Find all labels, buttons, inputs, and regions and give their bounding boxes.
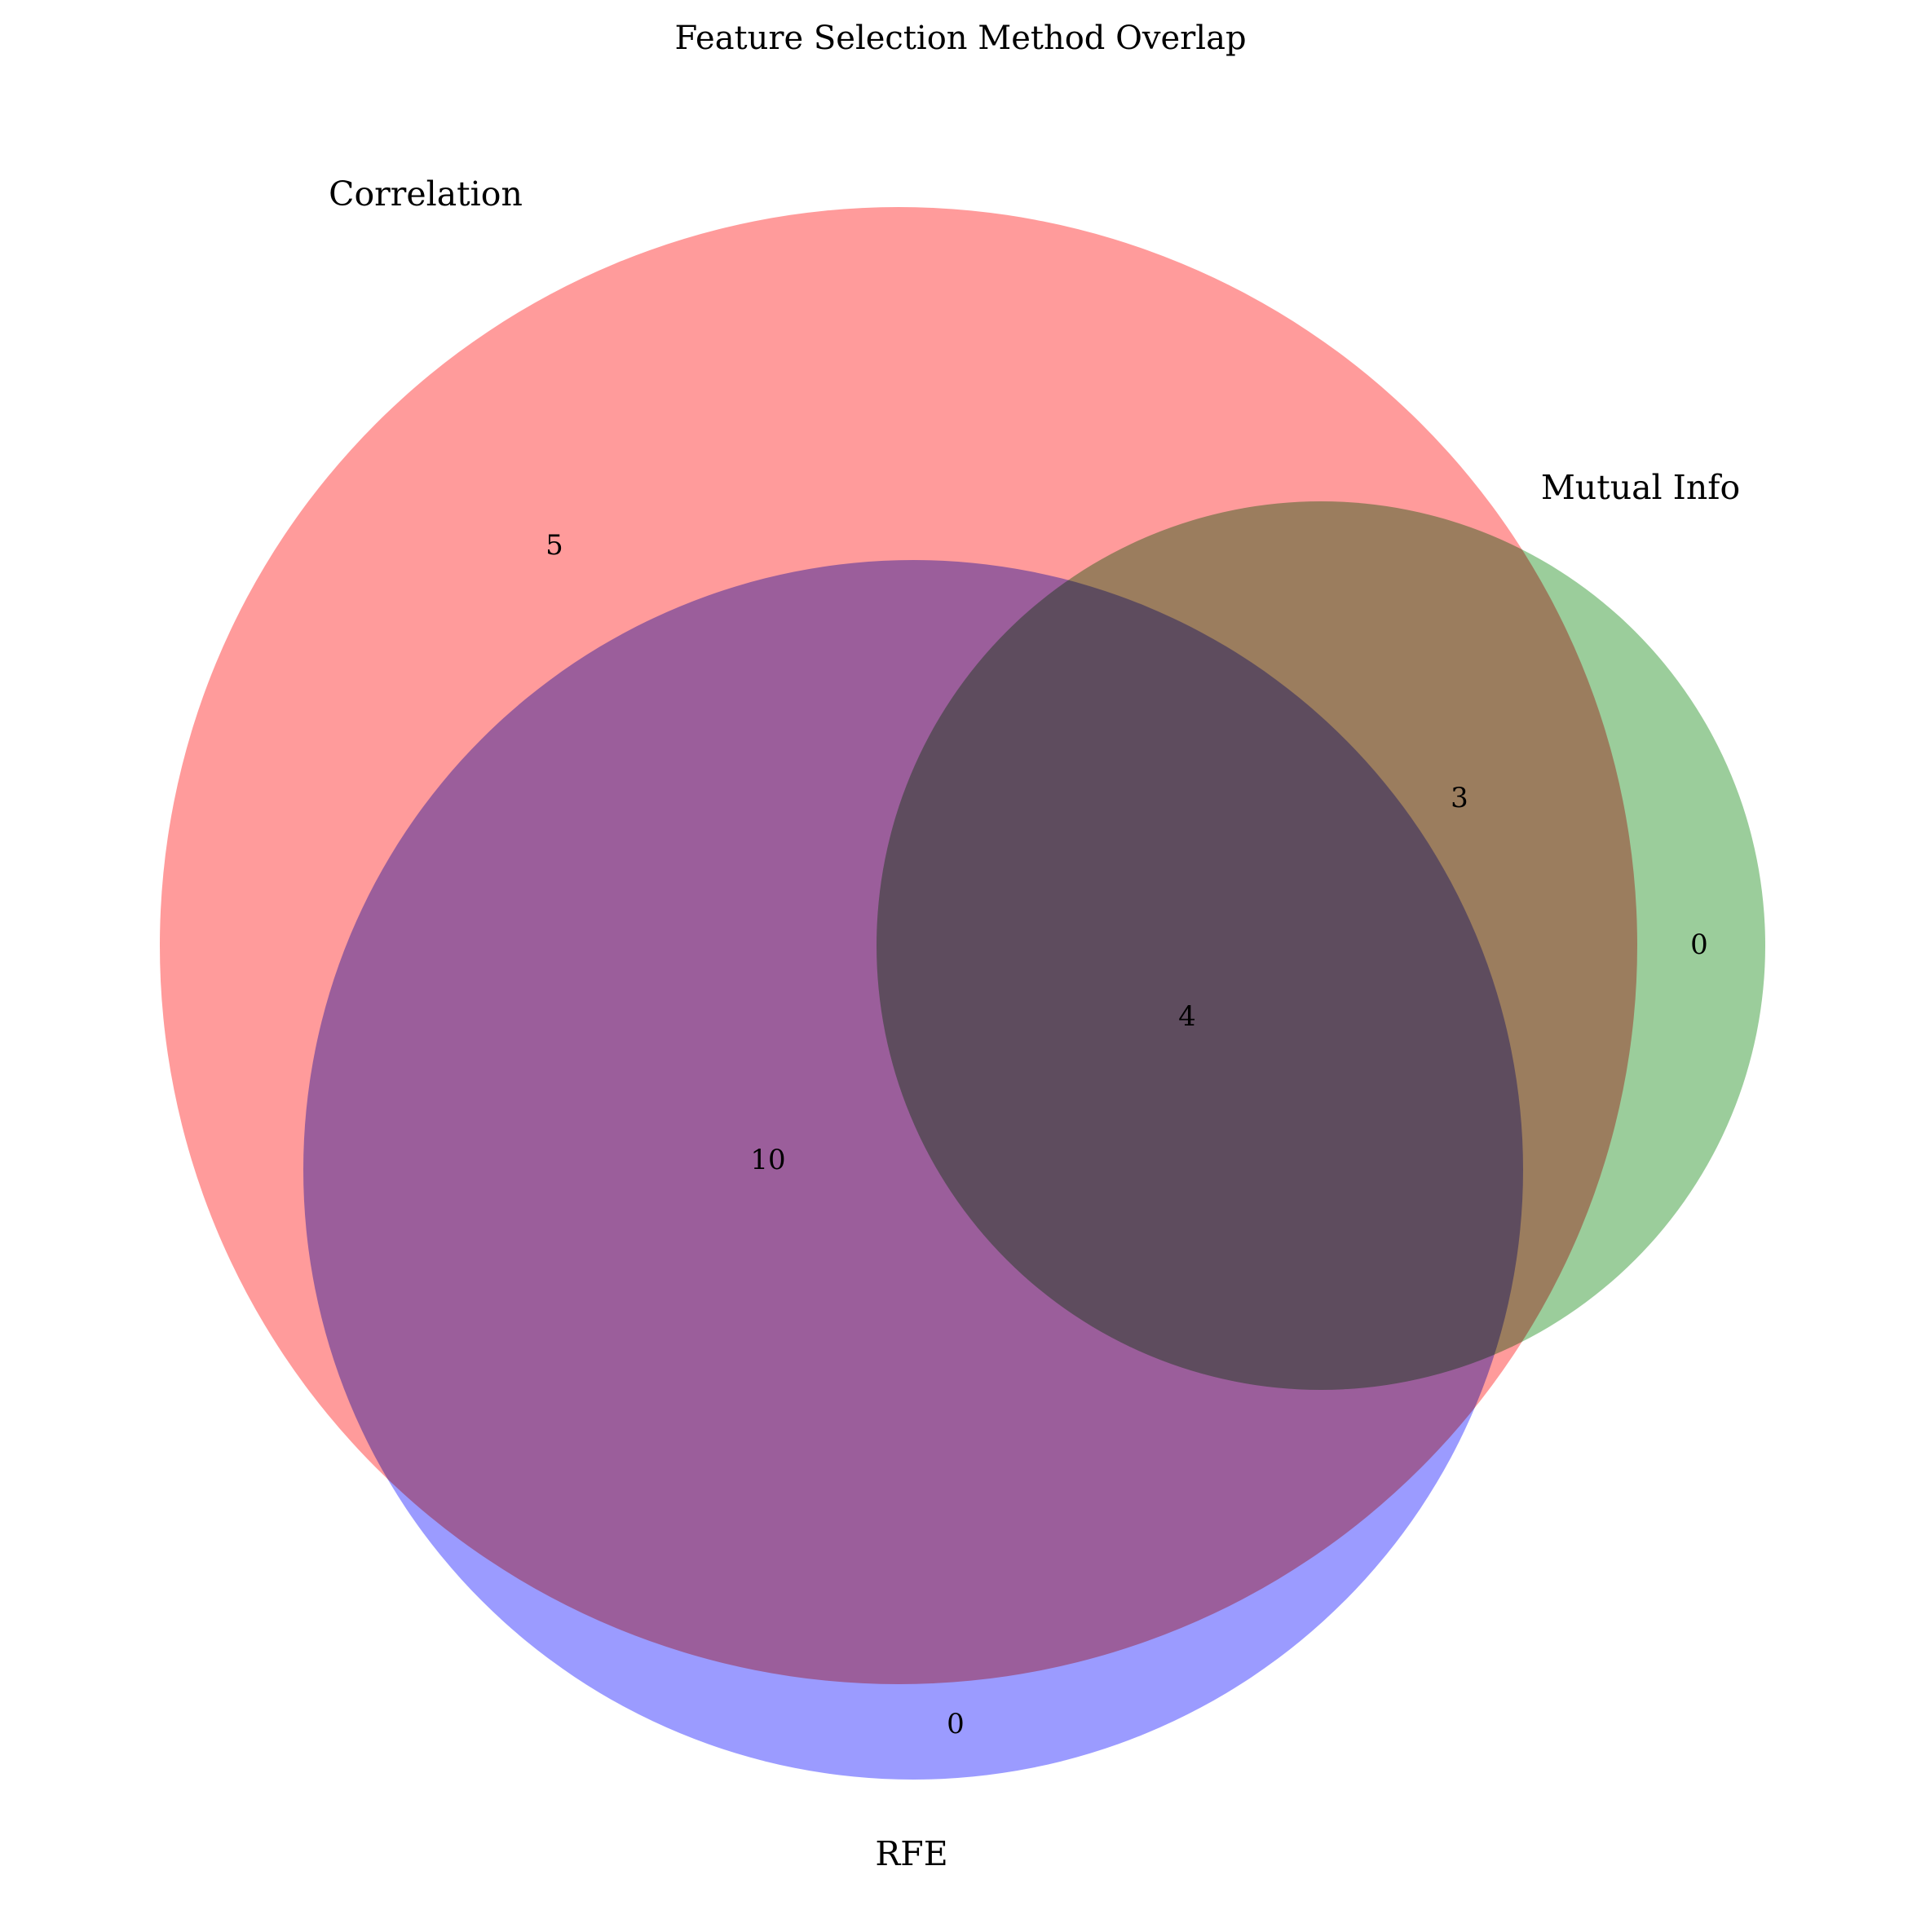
rfe-circle xyxy=(303,560,1523,1780)
diagram-title: Feature Selection Method Overlap xyxy=(674,20,1246,57)
rfe-label: RFE xyxy=(875,1834,947,1873)
region-count-correlation-mutual-info: 3 xyxy=(1451,782,1468,814)
region-count-correlation-only: 5 xyxy=(545,529,563,562)
region-count-correlation-rfe: 10 xyxy=(750,1144,785,1176)
region-count-all-three: 4 xyxy=(1178,1000,1196,1033)
region-count-mutual-info-only: 0 xyxy=(1690,929,1708,961)
mutual-info-label: Mutual Info xyxy=(1541,468,1740,507)
region-count-rfe-only: 0 xyxy=(947,1708,965,1740)
correlation-label: Correlation xyxy=(329,174,523,214)
